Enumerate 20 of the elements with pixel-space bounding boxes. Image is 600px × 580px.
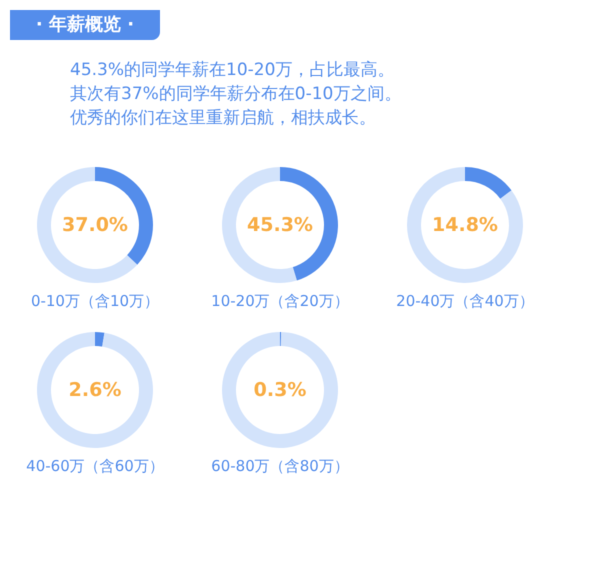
text: · 年薪概览 · <box>36 14 134 35</box>
text: 10-20万（含20万） <box>211 292 349 310</box>
text: 45.3% <box>247 214 313 236</box>
donut-slice <box>407 167 523 283</box>
text: 37.0% <box>62 214 128 236</box>
text: 0-10万（含10万） <box>30 292 160 310</box>
donut-slice <box>95 332 104 347</box>
text: 14.8% <box>432 214 498 236</box>
donut-slice <box>222 332 338 448</box>
donut-slice <box>465 167 512 199</box>
text: 0.3% <box>254 379 306 401</box>
text: 60-80万（含80万） <box>211 457 349 475</box>
text: 优秀的你们在这里重新启航，相扶成长。 <box>70 108 376 128</box>
text: 45.3%的同学年薪在10-20万，占比最高。 <box>70 60 394 80</box>
donut-slice <box>37 167 138 283</box>
text: 2.6% <box>68 379 122 401</box>
text: 其次有37%的同学年薪分布在0-10万之间。 <box>70 84 402 104</box>
donut-slice <box>37 332 153 448</box>
text: 20-40万（含40万） <box>396 292 534 310</box>
text: 40-60万（含60万） <box>26 457 164 475</box>
